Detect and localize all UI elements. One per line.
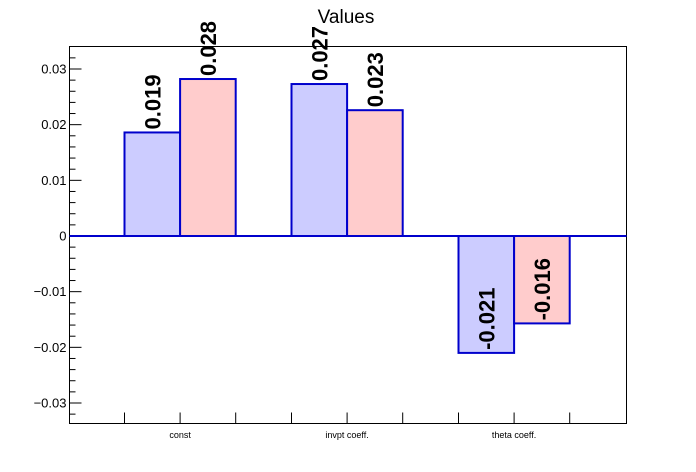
- x-category-label: const: [169, 430, 191, 440]
- y-tick-label: 0.01: [41, 173, 66, 188]
- y-tick-label: 0.03: [41, 62, 66, 77]
- bar: [179, 78, 237, 237]
- data-label: 0.028: [196, 21, 221, 76]
- bar: [346, 109, 404, 237]
- bar: [513, 235, 571, 325]
- y-tick-label: −0.01: [34, 284, 67, 299]
- data-label: 0.027: [307, 26, 332, 81]
- x-axis: const invpt coeff. theta coeff.: [124, 412, 571, 440]
- y-tick-label: −0.02: [34, 340, 67, 355]
- bar: [290, 83, 349, 237]
- bar: [123, 131, 182, 238]
- y-tick-label: −0.03: [34, 396, 67, 411]
- y-tick-label: 0: [59, 229, 66, 244]
- data-label: -0.016: [530, 258, 555, 320]
- x-category-label: invpt coeff.: [325, 430, 368, 440]
- y-tick-label: 0.02: [41, 117, 66, 132]
- data-label: 0.023: [363, 52, 388, 107]
- x-category-label: theta coeff.: [492, 430, 536, 440]
- chart-title: Values: [318, 7, 375, 28]
- data-labels-group: 0.019 0.028 0.027 0.023 -0.021 -0.016: [140, 21, 555, 350]
- y-axis: −0.03 −0.02 −0.01 0 0.01 0.02 0.03: [34, 57, 82, 415]
- data-label: 0.019: [140, 74, 165, 129]
- bars-group: [123, 78, 571, 354]
- data-label: -0.021: [474, 288, 499, 350]
